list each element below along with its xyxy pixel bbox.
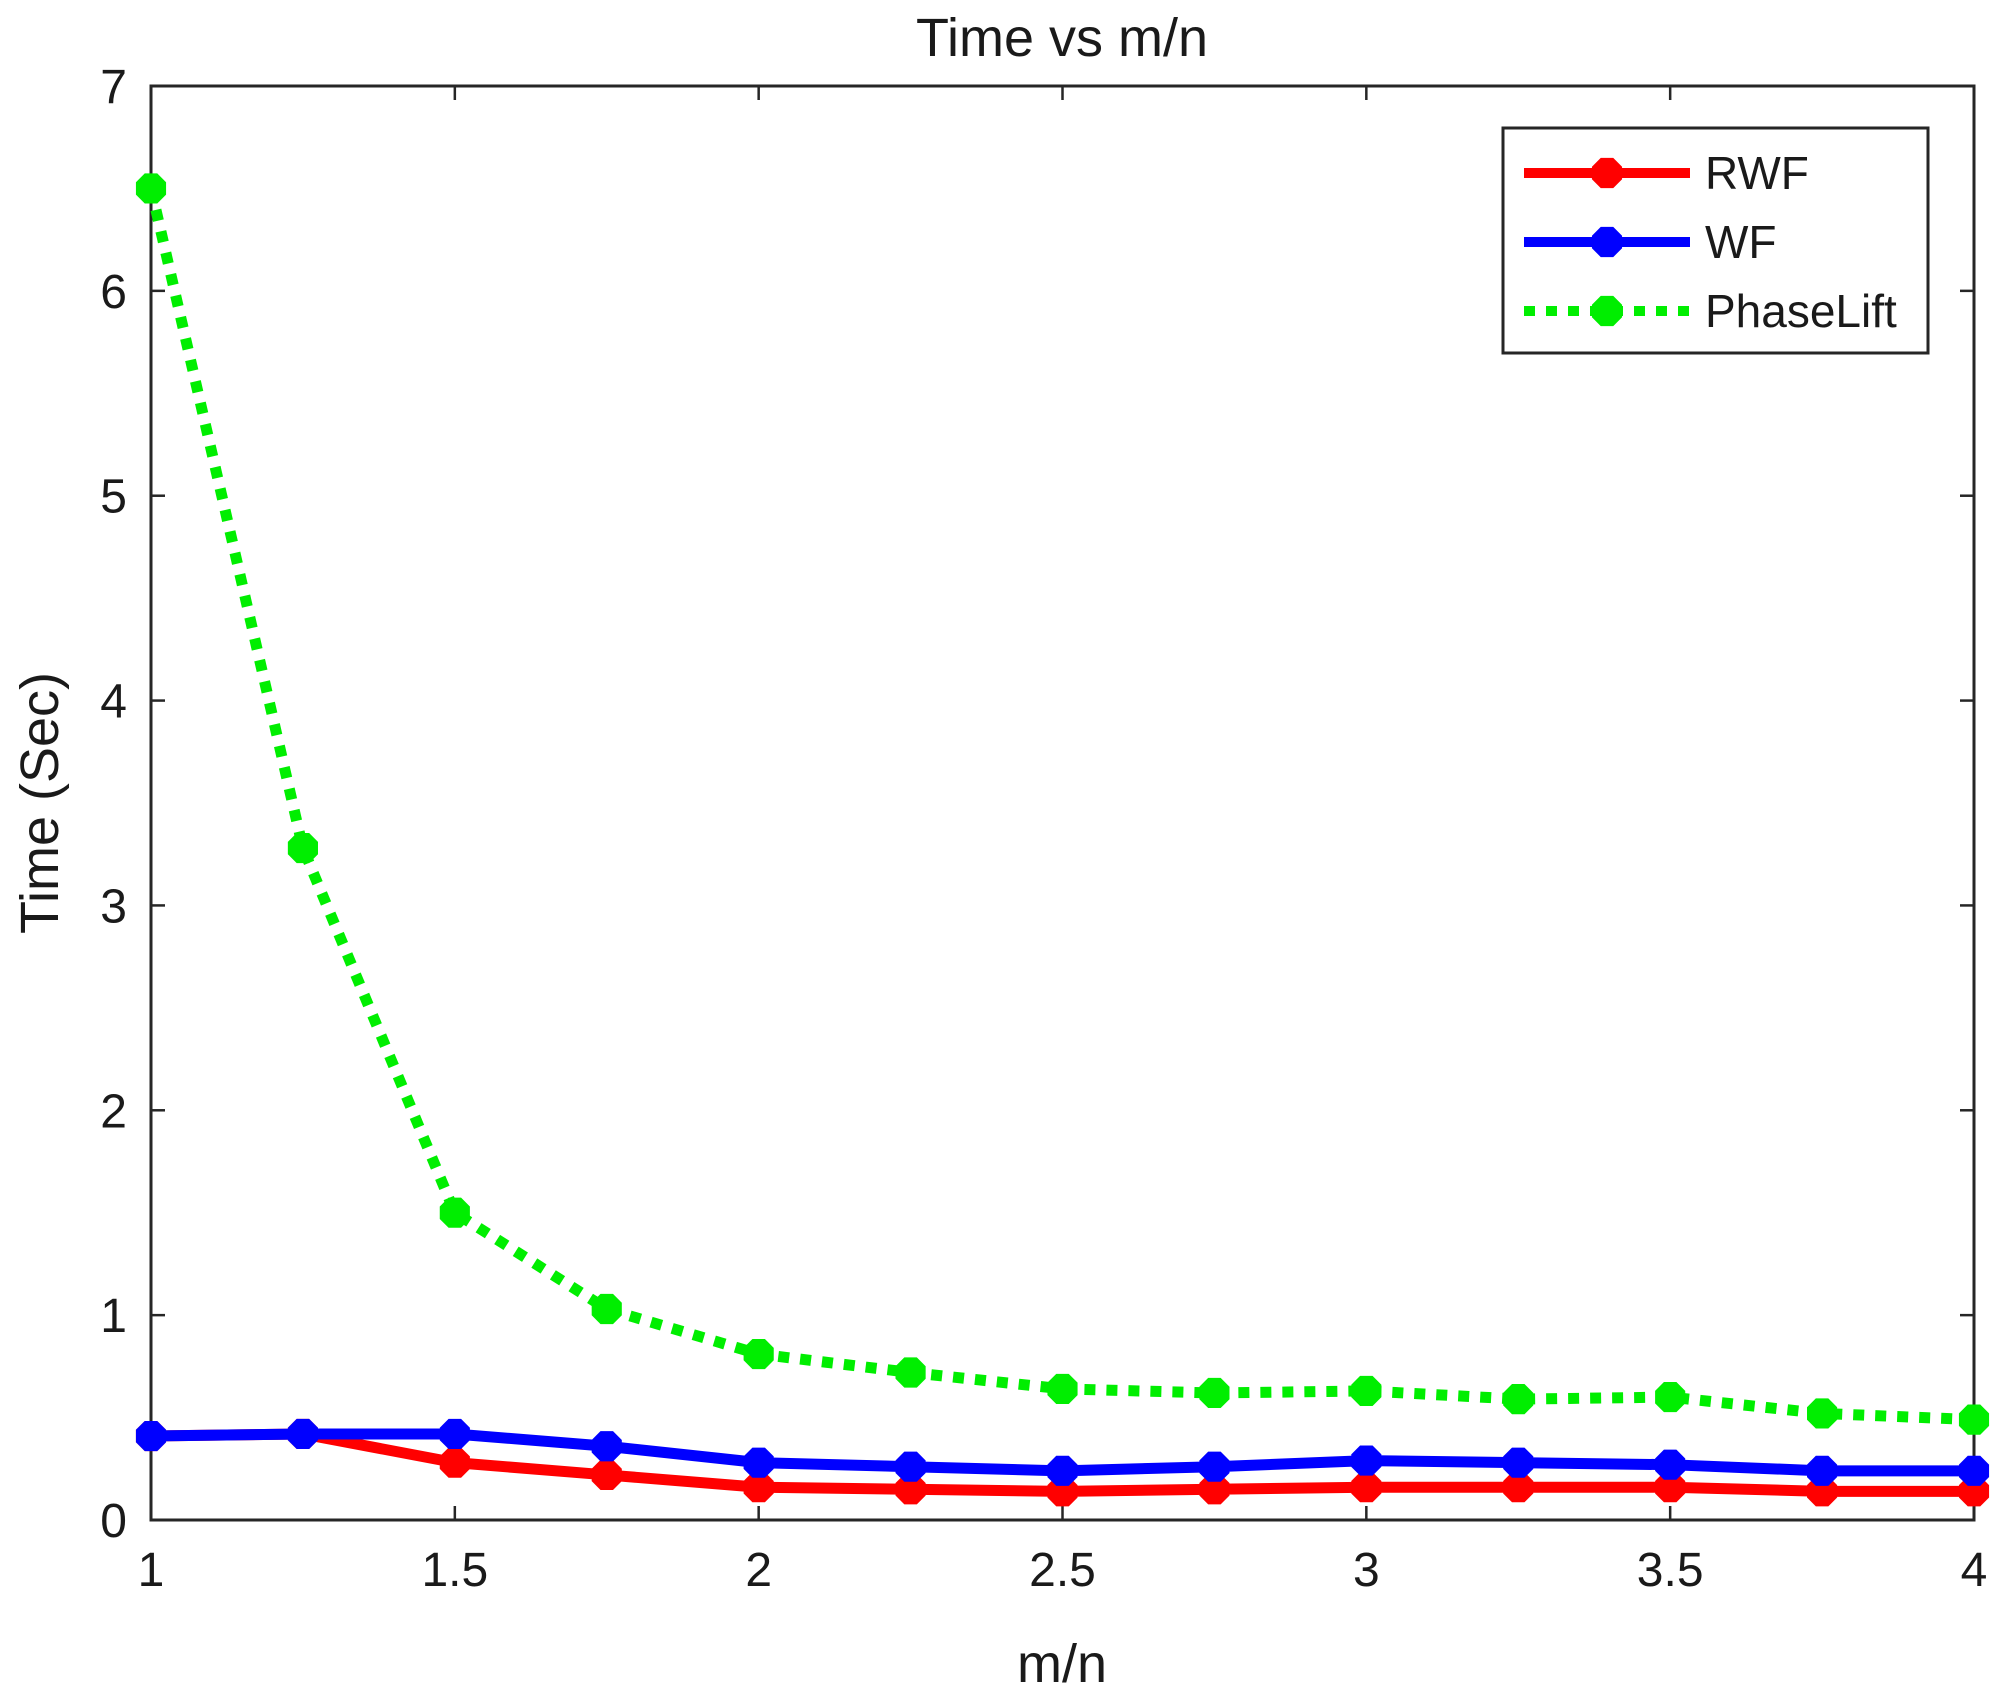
y-axis-label: Time (Sec) (10, 672, 70, 934)
data-point-wf-3 (591, 1431, 622, 1462)
data-point-wf-6 (1047, 1455, 1078, 1486)
data-point-wf-7 (1199, 1451, 1230, 1482)
data-point-rwf-7 (1199, 1474, 1230, 1505)
x-tick-label-4: 4 (1961, 1544, 1988, 1597)
legend-items: RWF WF PhaseLift (1524, 147, 1897, 337)
legend-item-phaselift: PhaseLift (1524, 285, 1897, 337)
series-layer (135, 173, 1990, 1507)
data-point-wf-12 (1958, 1455, 1990, 1486)
x-tick-label-1-5: 1.5 (421, 1544, 488, 1597)
series-phaselift (135, 173, 1990, 1435)
legend-marker-wf (1591, 226, 1623, 258)
y-tick-label-4: 4 (100, 676, 127, 729)
data-point-wf-2 (439, 1418, 470, 1450)
x-tick-label-3: 3 (1353, 1544, 1380, 1597)
legend-label-wf: WF (1705, 216, 1777, 268)
data-point-wf-8 (1351, 1445, 1382, 1476)
data-point-phaselift-8 (1351, 1375, 1382, 1407)
data-point-wf-9 (1503, 1447, 1534, 1478)
y-tick-label-6: 6 (100, 266, 127, 319)
x-tick-label-1: 1 (138, 1544, 165, 1597)
data-point-wf-4 (743, 1447, 774, 1478)
legend-item-rwf: RWF (1524, 147, 1809, 199)
x-tick-label-3-5: 3.5 (1637, 1544, 1704, 1597)
legend-item-wf: WF (1524, 216, 1777, 268)
data-point-rwf-4 (743, 1472, 774, 1503)
data-point-phaselift-4 (743, 1339, 774, 1370)
data-point-phaselift-3 (591, 1293, 622, 1325)
data-point-wf-1 (287, 1418, 318, 1450)
data-point-wf-10 (1655, 1449, 1686, 1480)
data-point-rwf-3 (591, 1459, 622, 1490)
legend-marker-phaselift (1591, 295, 1623, 327)
data-point-phaselift-0 (135, 173, 167, 204)
data-point-phaselift-12 (1958, 1404, 1990, 1435)
y-tick-label-7: 7 (100, 61, 127, 114)
data-point-rwf-2 (439, 1447, 470, 1478)
y-tick-label-5: 5 (100, 471, 127, 524)
legend-label-phaselift: PhaseLift (1705, 285, 1897, 337)
x-axis-label: m/n (1017, 1634, 1107, 1694)
data-point-wf-11 (1807, 1455, 1838, 1486)
data-point-phaselift-9 (1503, 1384, 1534, 1415)
y-tick-label-1: 1 (100, 1290, 127, 1343)
data-point-rwf-8 (1351, 1472, 1382, 1503)
legend: RWF WF PhaseLift (1501, 126, 1930, 355)
data-point-phaselift-11 (1807, 1398, 1838, 1429)
y-tick-label-3: 3 (100, 880, 127, 933)
data-point-rwf-9 (1503, 1472, 1534, 1503)
data-point-rwf-10 (1655, 1472, 1686, 1503)
series-wf (135, 1418, 1990, 1486)
data-point-phaselift-5 (895, 1357, 926, 1388)
data-point-phaselift-7 (1199, 1377, 1230, 1409)
y-tick-label-0: 0 (100, 1495, 127, 1548)
chart-title: Time vs m/n (916, 8, 1208, 68)
x-tick-label-2: 2 (745, 1544, 772, 1597)
data-point-wf-5 (895, 1451, 926, 1482)
data-point-rwf-5 (895, 1474, 926, 1505)
data-point-phaselift-6 (1047, 1373, 1078, 1404)
x-tick-label-2-5: 2.5 (1029, 1544, 1096, 1597)
data-point-phaselift-1 (287, 833, 318, 864)
legend-label-rwf: RWF (1705, 147, 1809, 199)
data-point-phaselift-2 (439, 1197, 470, 1228)
data-point-phaselift-10 (1655, 1382, 1686, 1413)
legend-marker-rwf (1591, 157, 1623, 189)
y-tick-label-2: 2 (100, 1085, 127, 1138)
data-point-wf-0 (135, 1420, 167, 1452)
